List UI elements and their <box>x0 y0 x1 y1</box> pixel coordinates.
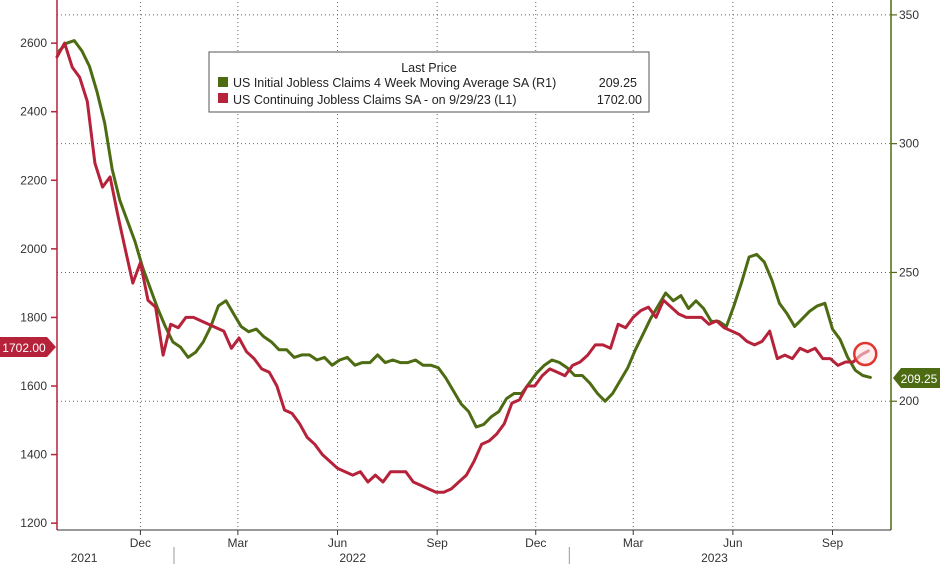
x-axis-month-label: Sep <box>426 536 448 550</box>
x-axis-month-label: Dec <box>525 536 546 550</box>
last-value-tag-left <box>0 337 56 357</box>
legend-value-continuing-claims: 1702.00 <box>597 93 642 107</box>
left-axis-tick-label: 2400 <box>20 105 47 119</box>
right-axis-tick-label: 250 <box>899 265 919 279</box>
legend-value-initial-claims: 209.25 <box>599 76 637 90</box>
x-axis-month-label: Jun <box>328 536 347 550</box>
left-axis-tick-label: 1600 <box>20 379 47 393</box>
legend-box <box>208 51 650 113</box>
left-axis-tick-label: 2600 <box>20 36 47 50</box>
x-axis-month-label: Dec <box>130 536 151 550</box>
left-axis-tick-label: 1800 <box>20 310 47 324</box>
x-axis-month-label: Sep <box>822 536 844 550</box>
legend-title: Last Price <box>401 61 457 75</box>
x-axis-year-label: 2022 <box>339 551 366 564</box>
last-value-labels: 1702.00 209.25 <box>0 337 940 388</box>
axes: 200 250 300 350 1200 1400 1600 1800 2000 2200 2400… <box>20 0 919 564</box>
left-axis-tick-label: 2000 <box>20 242 47 256</box>
annotation-markers <box>853 341 878 367</box>
left-axis-tick-label: 1400 <box>20 448 47 462</box>
legend-swatch-initial-claims <box>218 77 228 87</box>
legend-label-initial-claims: US Initial Jobless Claims 4 Week Moving … <box>233 76 556 90</box>
x-axis-month-label: Mar <box>623 536 644 550</box>
series-lines <box>55 39 872 494</box>
left-axis-tick-label: 2200 <box>20 173 47 187</box>
last-value-tag-right <box>893 368 940 388</box>
legend-swatch-continuing-claims <box>218 93 228 103</box>
x-axis-year-label: 2021 <box>71 551 98 564</box>
x-axis-year-label: 2023 <box>701 551 728 564</box>
series-line-continuing-claims <box>55 41 870 494</box>
legend: Last Price US Initial Jobless Claims 4 W… <box>208 51 650 113</box>
right-axis-tick-label: 200 <box>899 394 919 408</box>
last-value-right: 209.25 <box>901 372 938 386</box>
legend-label-continuing-claims: US Continuing Jobless Claims SA - on 9/2… <box>233 93 516 107</box>
left-axis-tick-label: 1200 <box>20 516 47 530</box>
highlight-circle <box>853 341 878 367</box>
series-line-initial-claims <box>57 39 872 429</box>
x-axis-month-label: Jun <box>723 536 742 550</box>
last-value-left: 1702.00 <box>2 341 46 355</box>
right-axis-tick-label: 350 <box>899 8 919 22</box>
x-axis-month-label: Mar <box>228 536 249 550</box>
right-axis-tick-label: 300 <box>899 137 919 151</box>
